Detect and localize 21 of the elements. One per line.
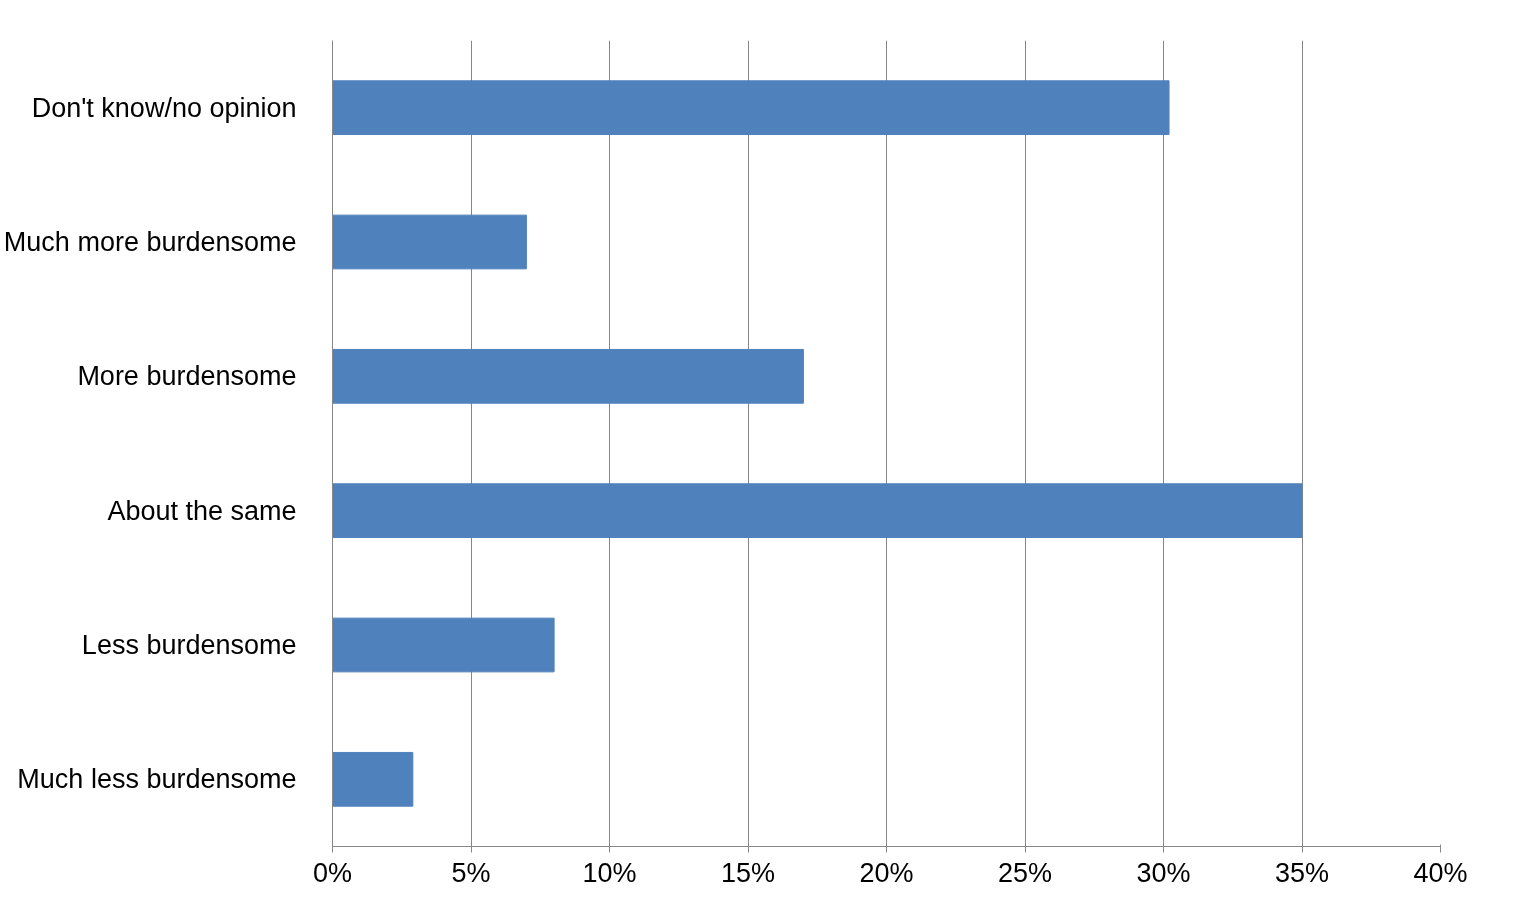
bar [332, 348, 804, 404]
bar [332, 214, 527, 270]
bar [332, 483, 1303, 539]
y-tick-label: Much less burdensome [17, 764, 297, 795]
x-tick-label: 15% [720, 857, 776, 888]
bar [332, 617, 555, 673]
x-tick-label: 25% [997, 857, 1053, 888]
x-tick-label: 5% [451, 857, 491, 888]
y-tick-label: More burdensome [77, 361, 297, 392]
x-tick-label: 20% [859, 857, 914, 888]
x-tick-label: 40% [1413, 857, 1468, 888]
x-tick-label: 10% [582, 857, 637, 888]
bar [332, 751, 414, 807]
y-tick-label: Much more burdensome [3, 227, 297, 257]
x-tick-label: 0% [312, 857, 353, 888]
y-tick-label: Don't know/no opinion [31, 92, 297, 123]
y-tick-label: About the same [107, 495, 297, 526]
x-tick-label: 35% [1274, 857, 1330, 888]
y-tick-label: Less burdensome [81, 630, 297, 660]
bar [332, 80, 1170, 136]
x-tick-label: 30% [1136, 857, 1191, 888]
